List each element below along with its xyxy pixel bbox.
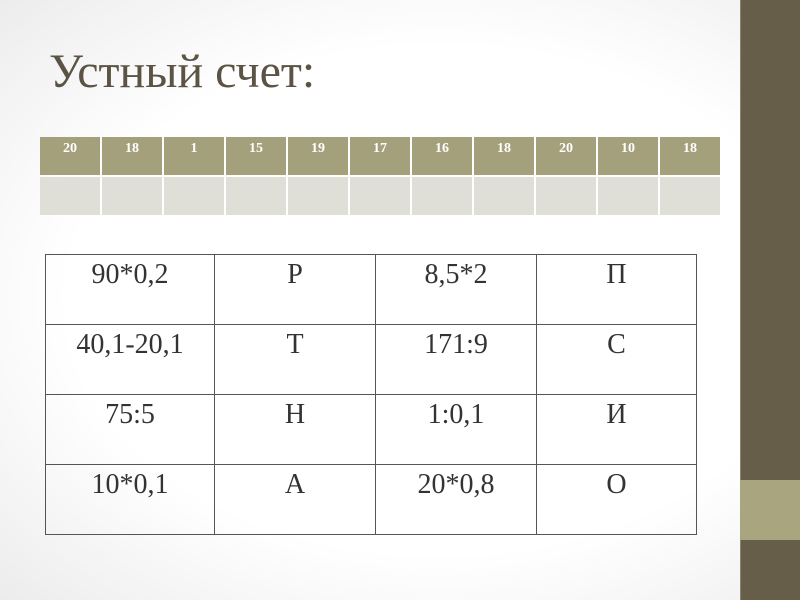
answer-cell[interactable] [40,177,100,215]
answer-header-cell: 20 [536,137,596,175]
slide-title: Устный счет: [49,45,316,98]
task-expression-cell: 1:0,1 [375,394,537,465]
task-row: 10*0,1 А 20*0,8 О [45,464,697,535]
task-expression-cell: 75:5 [45,394,215,465]
answer-cell[interactable] [102,177,162,215]
answer-cell[interactable] [226,177,286,215]
task-row: 75:5 Н 1:0,1 И [45,394,697,465]
answer-header-cell: 16 [412,137,472,175]
answer-header-cell: 1 [164,137,224,175]
tasks-table: 90*0,2 Р 8,5*2 П 40,1-20,1 Т 171:9 С 75:5 Н 1:0,1 И… [45,254,697,535]
answer-header-cell: 19 [288,137,348,175]
answer-cell[interactable] [412,177,472,215]
task-expression-cell: 171:9 [375,324,537,395]
task-expression-cell: 8,5*2 [375,254,537,325]
answer-header-cell: 10 [598,137,658,175]
task-letter-cell: Т [214,324,376,395]
decorative-band-stripe [740,480,800,540]
answer-header-cell: 18 [102,137,162,175]
answer-header-cell: 15 [226,137,286,175]
answers-header-row: 20 18 1 15 19 17 16 18 20 10 18 [40,137,720,175]
answer-header-cell: 18 [660,137,720,175]
task-letter-cell: И [536,394,697,465]
answer-cell[interactable] [350,177,410,215]
answer-header-cell: 17 [350,137,410,175]
answers-blank-row [40,177,720,215]
task-expression-cell: 20*0,8 [375,464,537,535]
answer-cell[interactable] [536,177,596,215]
task-letter-cell: С [536,324,697,395]
task-expression-cell: 10*0,1 [45,464,215,535]
answer-header-cell: 20 [40,137,100,175]
task-expression-cell: 90*0,2 [45,254,215,325]
answer-cell[interactable] [660,177,720,215]
task-letter-cell: Р [214,254,376,325]
task-letter-cell: А [214,464,376,535]
task-letter-cell: Н [214,394,376,465]
answer-cell[interactable] [164,177,224,215]
task-row: 90*0,2 Р 8,5*2 П [45,254,697,325]
answer-header-cell: 18 [474,137,534,175]
task-letter-cell: О [536,464,697,535]
answer-cell[interactable] [288,177,348,215]
task-row: 40,1-20,1 Т 171:9 С [45,324,697,395]
answer-cell[interactable] [598,177,658,215]
answer-cell[interactable] [474,177,534,215]
task-letter-cell: П [536,254,697,325]
task-expression-cell: 40,1-20,1 [45,324,215,395]
answers-table: 20 18 1 15 19 17 16 18 20 10 18 [38,135,722,217]
